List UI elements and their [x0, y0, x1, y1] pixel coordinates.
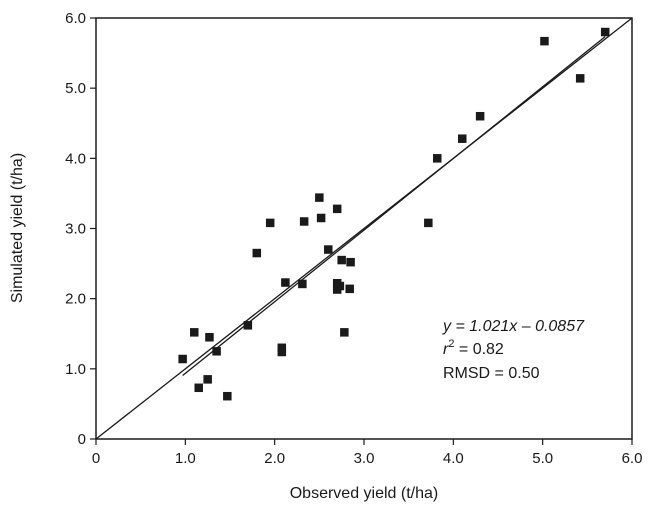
data-point: [335, 281, 345, 291]
data-point: [345, 284, 354, 294]
y-axis: 0 1.0 2.0 3.0 4.0 5.0 6.0: [65, 10, 96, 448]
data-point: [212, 347, 221, 356]
y-tick-label: 4.0: [65, 150, 86, 167]
data-point: [433, 154, 442, 163]
data-point: [424, 218, 433, 228]
data-points: [178, 27, 610, 401]
data-point: [324, 245, 333, 254]
data-point: [458, 134, 467, 143]
y-axis-title: Simulated yield (t/ha): [9, 153, 26, 303]
data-point: [315, 193, 324, 202]
data-point: [316, 213, 326, 223]
data-point: [299, 217, 309, 226]
data-point: [337, 255, 346, 265]
x-tick-label: 1.0: [175, 450, 196, 467]
y-tick-label: 3.0: [65, 221, 86, 238]
data-point: [178, 354, 187, 364]
regression-equation: y = 1.021x – 0.0857: [442, 318, 585, 335]
data-point: [475, 111, 485, 121]
x-axis-title: Observed yield (t/ha): [290, 485, 439, 502]
x-tick-label: 6.0: [622, 450, 643, 467]
y-tick-label: 6.0: [65, 10, 86, 27]
x-tick-label: 4.0: [443, 450, 464, 467]
r-squared-value: = 0.82: [454, 341, 503, 358]
data-point: [203, 375, 212, 384]
y-tick-label: 1.0: [65, 361, 86, 378]
data-point: [265, 218, 275, 228]
data-point: [332, 204, 342, 214]
data-point: [277, 347, 287, 357]
x-axis: 0 1.0 2.0 3.0 4.0 5.0 6.0: [92, 439, 643, 467]
x-tick-label: 0: [92, 450, 100, 467]
r-squared-exponent: 2: [448, 338, 454, 350]
data-point: [346, 257, 355, 267]
data-point: [298, 279, 307, 289]
x-tick-label: 2.0: [264, 450, 285, 467]
data-point: [340, 328, 349, 337]
data-point: [194, 383, 203, 393]
x-tick-label: 5.0: [532, 450, 553, 467]
data-point: [281, 278, 290, 287]
data-point: [190, 328, 199, 337]
rmsd-label: RMSD = 0.50: [443, 365, 540, 382]
x-tick-label: 3.0: [354, 450, 375, 467]
data-point: [205, 333, 214, 342]
data-point: [575, 74, 585, 83]
data-point: [600, 27, 610, 37]
data-point: [223, 391, 232, 401]
one-to-one-line: [95, 17, 633, 440]
data-point: [252, 248, 262, 258]
r-squared-symbol: r: [443, 341, 449, 358]
y-tick-label: 0: [78, 431, 86, 448]
data-point: [540, 36, 549, 46]
r-squared-label: r2 = 0.82: [443, 338, 504, 358]
data-point: [243, 321, 253, 330]
fit-lines: [95, 17, 633, 440]
regression-line: [182, 36, 606, 377]
y-tick-label: 2.0: [65, 291, 86, 308]
y-tick-label: 5.0: [65, 80, 86, 97]
